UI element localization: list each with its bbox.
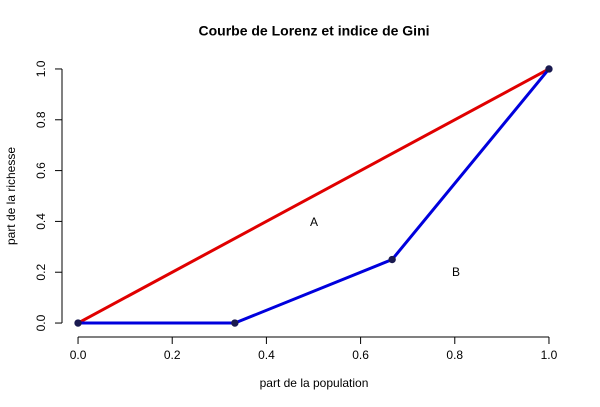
x-tick-label: 0.8: [446, 348, 463, 362]
series-line: [78, 68, 551, 325]
x-axis-label: part de la population: [260, 376, 369, 390]
x-tick-label: 0.4: [258, 348, 275, 362]
y-tick-label: 0.0: [34, 314, 48, 331]
annotation: A: [310, 215, 318, 229]
chart-title: Courbe de Lorenz et indice de Gini: [198, 23, 429, 39]
x-tick-label: 0.6: [352, 348, 369, 362]
x-tick-label: 0.0: [70, 348, 87, 362]
annotation: B: [452, 265, 460, 279]
x-tick-label: 0.2: [164, 348, 181, 362]
y-axis-label: part de la richesse: [4, 147, 18, 245]
y-tick-label: 1.0: [34, 60, 48, 77]
data-point: [545, 65, 553, 73]
data-point: [231, 319, 239, 327]
y-tick-label: 0.6: [34, 162, 48, 179]
y-tick-label: 0.8: [34, 111, 48, 128]
x-tick-label: 1.0: [541, 348, 558, 362]
y-tick-label: 0.4: [34, 213, 48, 230]
data-point: [74, 319, 82, 327]
data-point: [388, 255, 396, 264]
y-tick-label: 0.2: [34, 264, 48, 281]
series-line: [77, 67, 550, 325]
